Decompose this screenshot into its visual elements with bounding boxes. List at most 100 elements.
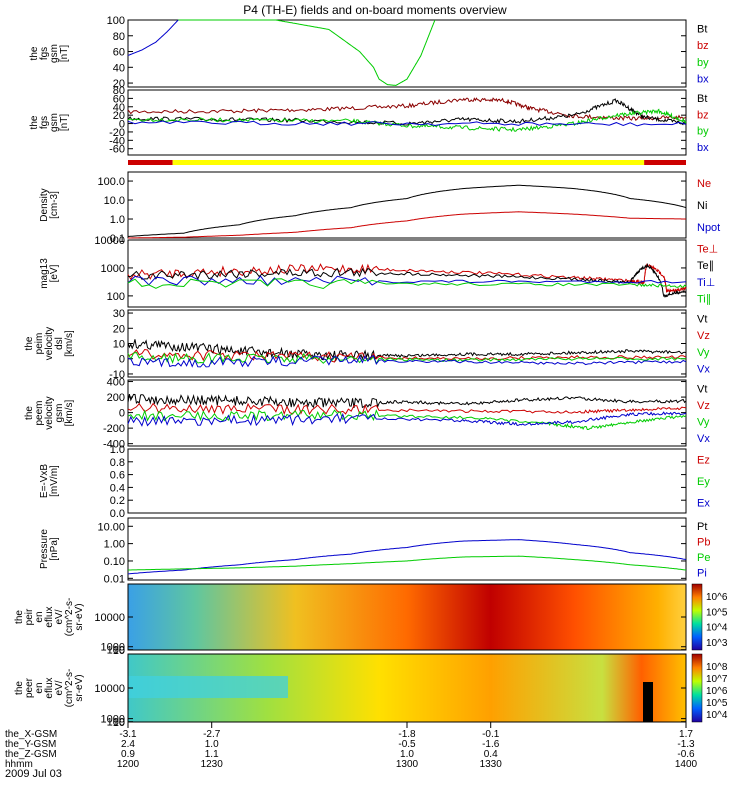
x-row-label: hhmm bbox=[5, 759, 33, 770]
data-gap bbox=[643, 682, 653, 722]
series-Vt bbox=[127, 339, 687, 362]
panel-2: 100.0 10.0 1.0 0.1 Density [cm-3] Ne Ni Npot bbox=[39, 171, 720, 245]
series-Bt bbox=[127, 98, 687, 126]
colorbar-tick-label: 10^8 bbox=[706, 662, 728, 673]
series-Ne bbox=[128, 211, 686, 239]
panel-frame bbox=[127, 517, 687, 581]
y-tick-label: 0.0 bbox=[110, 508, 125, 520]
x-tick-label: 1400 bbox=[675, 759, 698, 770]
y-tick-label: 1.0 bbox=[110, 444, 125, 456]
series-Ti∥ bbox=[127, 278, 687, 290]
y-axis-label: [nT] bbox=[59, 45, 70, 62]
colorbar-tick-label: 10^5 bbox=[706, 607, 728, 618]
y-axis-label: en bbox=[34, 682, 45, 693]
legend-Ey: Ey bbox=[697, 476, 710, 488]
series-Te∥ bbox=[127, 262, 687, 298]
legend-Pi: Pi bbox=[697, 567, 707, 579]
y-tick-label: 10.0 bbox=[104, 195, 125, 207]
y-tick-label: 60 bbox=[113, 93, 125, 105]
y-axis-label: dsl bbox=[54, 337, 65, 350]
legend-Vz: Vz bbox=[697, 330, 710, 342]
x-tick-label: -2.7 bbox=[203, 729, 221, 740]
y-tick-label: 100 bbox=[107, 15, 125, 27]
y-tick-label: 0 bbox=[119, 119, 125, 131]
y-axis-label: velocity bbox=[44, 396, 55, 429]
legend-bx: bx bbox=[697, 74, 709, 86]
spectrogram-fill bbox=[128, 584, 686, 650]
y-tick-label: -200 bbox=[103, 423, 125, 435]
y-axis-label: peim bbox=[34, 333, 45, 355]
legend-Pb: Pb bbox=[697, 536, 710, 548]
y-axis-label: fgs bbox=[39, 47, 50, 60]
y-axis-label: peem bbox=[34, 400, 45, 425]
y-tick-label: 1000 bbox=[101, 714, 125, 726]
x-tick-label: 1.0 bbox=[400, 749, 414, 760]
series-Vz bbox=[127, 402, 687, 416]
panel-frame bbox=[127, 239, 687, 308]
legend-Npot: Npot bbox=[697, 222, 720, 234]
status-bar-segment bbox=[128, 160, 173, 165]
y-axis-label: the bbox=[29, 46, 40, 60]
y-tick-label: 100 bbox=[107, 291, 125, 303]
y-tick-label: 40 bbox=[113, 62, 125, 74]
y-axis-label: [nT] bbox=[59, 114, 70, 131]
series-bz bbox=[127, 97, 687, 122]
legend-bz: bz bbox=[697, 40, 709, 52]
y-tick-label: -60 bbox=[109, 144, 125, 156]
series-Vy bbox=[127, 351, 686, 365]
legend-Ne: Ne bbox=[697, 178, 711, 190]
x-tick-label: -1.8 bbox=[398, 729, 416, 740]
y-tick-label: 200 bbox=[107, 392, 125, 404]
x-tick-label: -1.6 bbox=[482, 739, 500, 750]
y-tick-label: 10.00 bbox=[97, 521, 125, 533]
x-tick-label: -0.5 bbox=[398, 739, 416, 750]
y-tick-label: 100 bbox=[107, 645, 125, 657]
panel-5: 400 200 0 -200 -400 the peem velocity gsm [km/s] V… bbox=[24, 377, 710, 451]
y-axis-label: [km/s] bbox=[64, 330, 75, 357]
x-tick-label: 1330 bbox=[480, 759, 503, 770]
series-Pe bbox=[128, 555, 687, 571]
series-bx bbox=[127, 19, 179, 56]
y-tick-label: 20 bbox=[113, 78, 125, 90]
legend-Vy: Vy bbox=[697, 416, 710, 428]
legend-Bt: Bt bbox=[697, 93, 707, 105]
legend-Bt: Bt bbox=[697, 23, 707, 35]
x-row-label: the_X-GSM bbox=[5, 729, 57, 740]
y-tick-label: 80 bbox=[113, 31, 125, 43]
series-by bbox=[127, 108, 687, 132]
panel-frame bbox=[127, 171, 687, 239]
colorbar-tick-label: 10^7 bbox=[706, 674, 728, 685]
figure-title: P4 (TH-E) fields and on-board moments ov… bbox=[243, 3, 507, 17]
series-Vy bbox=[127, 409, 687, 430]
y-tick-label: 1.00 bbox=[104, 539, 125, 551]
panel-frame bbox=[127, 379, 687, 447]
legend-Vt: Vt bbox=[697, 313, 707, 325]
y-tick-label: 0 bbox=[119, 354, 125, 366]
legend-Te∥: Te∥ bbox=[697, 260, 714, 272]
y-tick-label: 10 bbox=[113, 339, 125, 351]
series-Vx bbox=[127, 354, 687, 368]
x-tick-label: 0.4 bbox=[484, 749, 498, 760]
legend-Ex: Ex bbox=[697, 497, 710, 509]
legend-bx: bx bbox=[697, 142, 709, 154]
legend-Vt: Vt bbox=[697, 383, 707, 395]
legend-Ni: Ni bbox=[697, 200, 707, 212]
y-axis-label: [nPa] bbox=[49, 537, 60, 561]
y-tick-label: 40 bbox=[113, 102, 125, 114]
panel-7: 10.00 1.00 0.10 0.01 Pressure [nPa] Pt Pb Pe Pi bbox=[39, 517, 710, 585]
y-axis-label: [eV] bbox=[49, 264, 60, 282]
y-tick-label: 10 bbox=[113, 645, 125, 657]
legend-Pt: Pt bbox=[697, 521, 707, 533]
x-tick-label: 1230 bbox=[201, 759, 224, 770]
status-bar-segment bbox=[644, 160, 686, 165]
y-axis-label: eflux bbox=[44, 677, 55, 698]
y-tick-label: 1000 bbox=[101, 263, 125, 275]
x-tick-label: -0.1 bbox=[482, 729, 500, 740]
y-tick-label: 60 bbox=[113, 47, 125, 59]
colorbar bbox=[691, 653, 703, 723]
y-tick-label: 0.6 bbox=[110, 470, 125, 482]
series-Ti⊥ bbox=[127, 275, 687, 287]
series-Vt bbox=[127, 393, 687, 409]
